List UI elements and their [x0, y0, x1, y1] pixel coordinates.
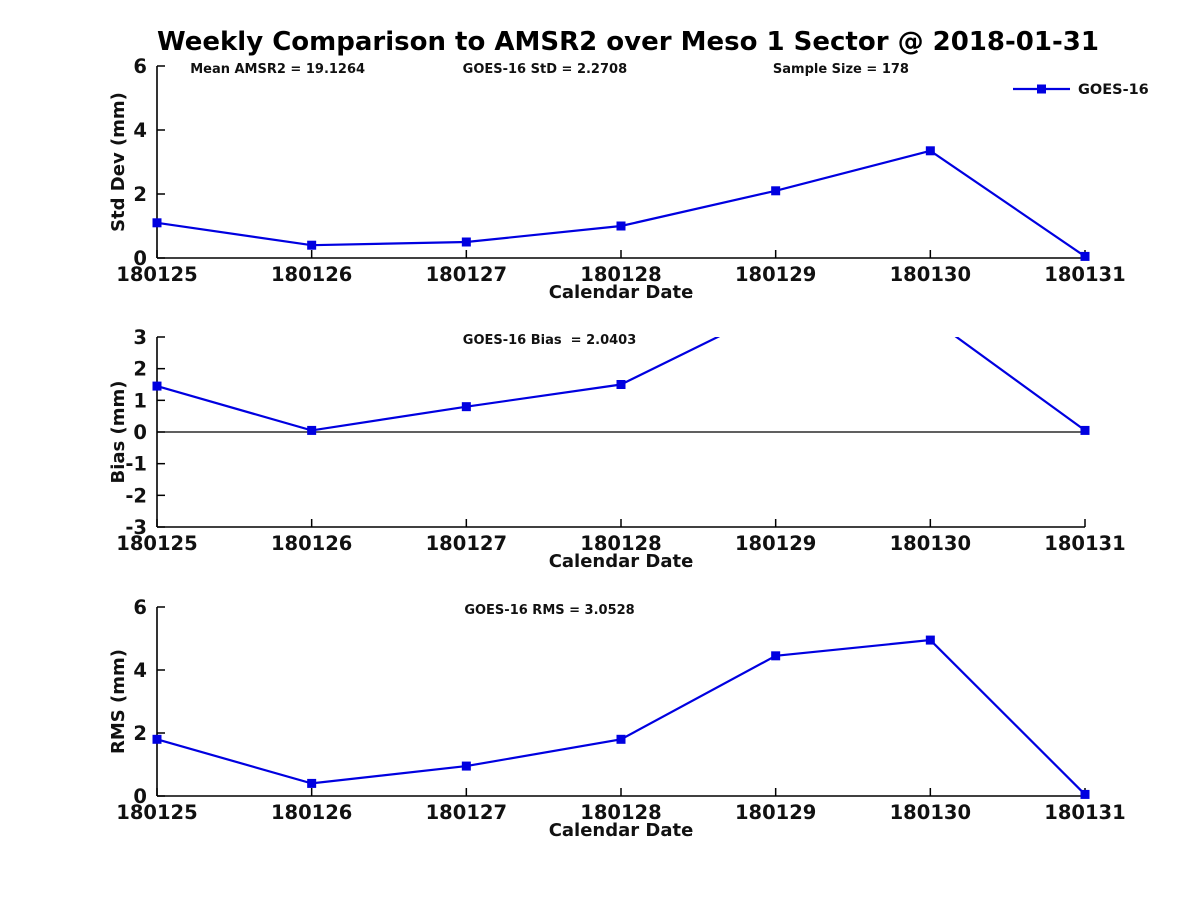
- x-tick-label: 180125: [116, 263, 197, 286]
- annotation-text: GOES-16 Bias = 2.0403: [463, 333, 637, 348]
- x-tick-label: 180130: [890, 801, 971, 824]
- data-point-marker: [771, 651, 781, 661]
- figure-title: Weekly Comparison to AMSR2 over Meso 1 S…: [157, 27, 1099, 57]
- x-tick-label: 180129: [735, 801, 816, 824]
- x-tick-label: 180128: [580, 532, 661, 555]
- data-point-marker: [461, 237, 471, 247]
- y-tick-label: -1: [125, 453, 147, 476]
- y-tick-label: 0: [133, 247, 147, 270]
- x-tick-label: 180128: [580, 801, 661, 824]
- y-tick-label: 3: [133, 326, 147, 349]
- x-tick-label: 180127: [426, 532, 507, 555]
- data-point-marker: [307, 240, 317, 250]
- y-tick-label: 2: [133, 183, 147, 206]
- y-tick-label: 4: [133, 119, 147, 142]
- y-tick-label: -3: [125, 516, 147, 539]
- annotation-text: GOES-16 StD = 2.2708: [463, 62, 627, 77]
- x-tick-label: 180125: [116, 801, 197, 824]
- data-point-marker: [152, 734, 162, 744]
- x-tick-label: 180131: [1044, 263, 1125, 286]
- stddev-subplot: 0 2 4 6 180125 180126 180127 180128 180129 180130…: [108, 55, 1149, 303]
- data-point-marker: [616, 221, 626, 231]
- data-point-marker: [307, 778, 317, 788]
- bias-subplot: -3 -2 -1 0 1 2 3 180125 180126 180127 180128 180129…: [108, 326, 1126, 572]
- x-tick-label: 180126: [271, 801, 352, 824]
- x-tick-label: 180130: [890, 532, 971, 555]
- y-axis-title: Std Dev (mm): [108, 92, 129, 232]
- x-axis-title: Calendar Date: [549, 282, 694, 303]
- data-point-marker: [1080, 425, 1090, 435]
- rms-subplot: 0 2 4 6 180125 180126 180127 180128 180129 180130…: [108, 596, 1126, 841]
- x-tick-label: 180126: [271, 532, 352, 555]
- data-point-marker: [461, 402, 471, 412]
- y-tick-label: 6: [133, 55, 147, 78]
- x-axis-title: Calendar Date: [549, 820, 694, 841]
- y-tick-label: 0: [133, 421, 147, 444]
- x-tick-label: 180131: [1044, 801, 1125, 824]
- y-tick-label: 2: [133, 722, 147, 745]
- annotation-text: Mean AMSR2 = 19.1264: [190, 62, 365, 77]
- series-line: [156, 638, 1086, 796]
- x-tick-label: 180131: [1044, 532, 1125, 555]
- y-tick-label: 4: [133, 659, 147, 682]
- y-tick-label: 2: [133, 358, 147, 381]
- x-tick-label: 180129: [735, 263, 816, 286]
- data-point-marker: [925, 635, 935, 645]
- x-tick-label: 180130: [890, 263, 971, 286]
- x-tick-label: 180127: [426, 801, 507, 824]
- y-tick-label: 0: [133, 785, 147, 808]
- data-point-marker: [152, 381, 162, 391]
- data-point-marker: [461, 761, 471, 771]
- legend-label: GOES-16: [1078, 82, 1149, 98]
- data-point-marker: [1080, 789, 1090, 799]
- data-point-marker: [616, 380, 626, 389]
- data-point-marker: [1080, 251, 1090, 261]
- x-tick-label: 180126: [271, 263, 352, 286]
- x-tick-label: 180129: [735, 532, 816, 555]
- series-line: [156, 149, 1086, 258]
- data-point-marker: [925, 146, 935, 156]
- legend-marker: [1037, 84, 1046, 94]
- y-axis-title: RMS (mm): [108, 649, 129, 754]
- x-tick-label: 180127: [426, 263, 507, 286]
- y-tick-label: 6: [133, 596, 147, 619]
- data-point-marker: [771, 186, 781, 196]
- x-tick-label: 180128: [580, 263, 661, 286]
- data-point-marker: [152, 218, 162, 228]
- x-axis-title: Calendar Date: [549, 551, 694, 572]
- legend: GOES-16: [1013, 82, 1149, 98]
- annotation-text: Sample Size = 178: [773, 62, 909, 77]
- y-axis-title: Bias (mm): [108, 381, 129, 484]
- y-tick-label: -2: [125, 484, 147, 507]
- x-tick-label: 180125: [116, 532, 197, 555]
- annotation-text: GOES-16 RMS = 3.0528: [464, 603, 634, 618]
- y-tick-label: 1: [133, 389, 147, 412]
- data-point-marker: [307, 425, 317, 435]
- data-point-marker: [616, 734, 626, 744]
